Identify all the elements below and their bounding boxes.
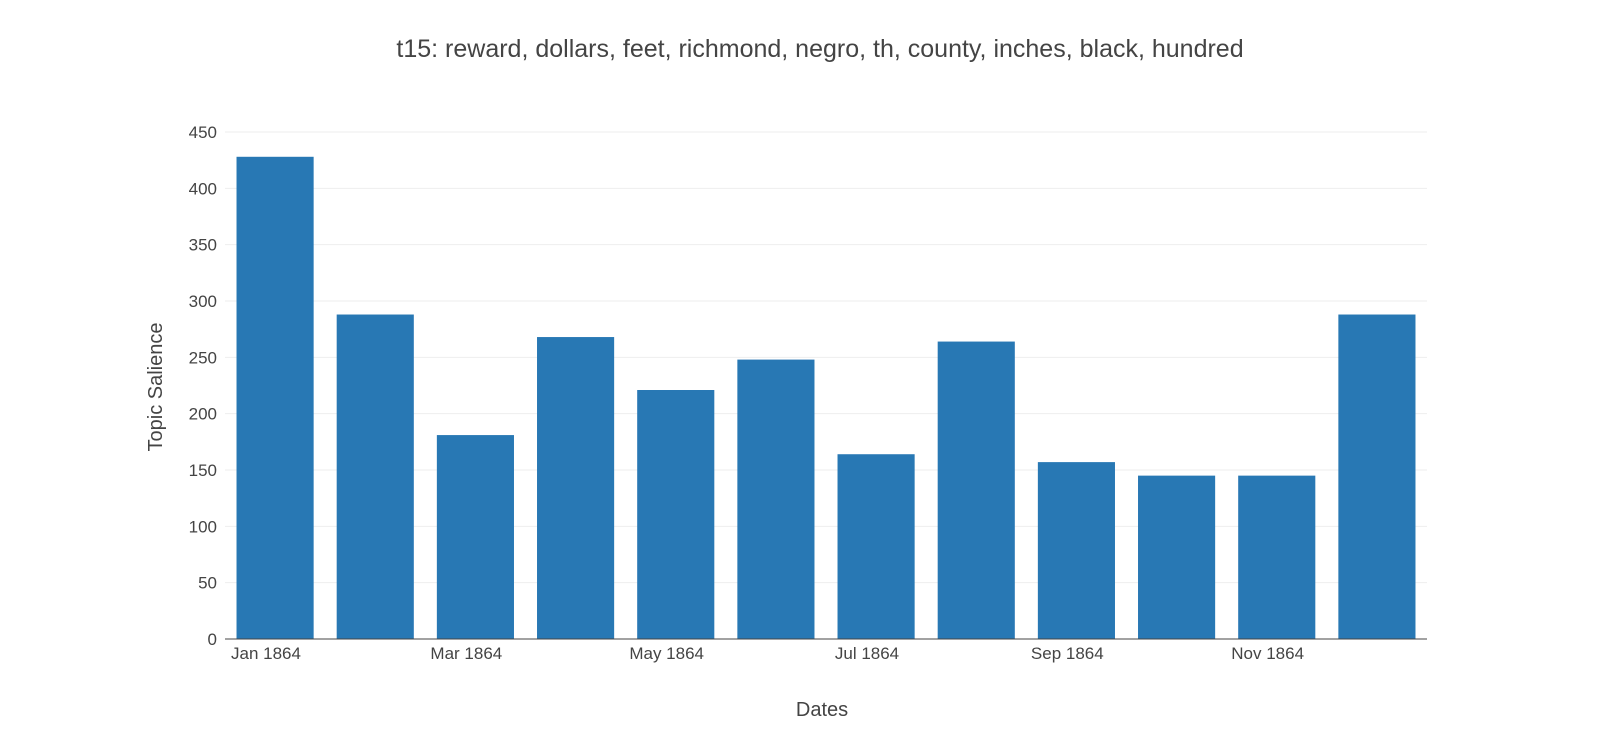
x-tick-label: Jan 1864 bbox=[231, 644, 301, 663]
x-tick-label: Nov 1864 bbox=[1231, 644, 1304, 663]
x-tick-label: May 1864 bbox=[629, 644, 704, 663]
bar-1864-10[interactable] bbox=[1138, 475, 1216, 639]
bar-1864-01[interactable] bbox=[236, 156, 314, 639]
bar-1864-04[interactable] bbox=[537, 337, 615, 639]
y-tick-label: 50 bbox=[198, 574, 217, 593]
y-axis-ticks: 0 50 100 150 200 250 300 350 400 450 bbox=[189, 123, 217, 649]
bar-1864-12[interactable] bbox=[1338, 314, 1416, 639]
bar-1864-02[interactable] bbox=[336, 314, 414, 639]
y-tick-label: 150 bbox=[189, 461, 217, 480]
x-tick-label: Jul 1864 bbox=[835, 644, 899, 663]
y-tick-label: 300 bbox=[189, 292, 217, 311]
bar-1864-08[interactable] bbox=[937, 341, 1015, 639]
y-axis-label: Topic Salience bbox=[145, 323, 167, 452]
bar-1864-07[interactable] bbox=[837, 454, 915, 639]
x-axis-ticks: Jan 1864 Mar 1864 May 1864 Jul 1864 Sep 1864… bbox=[231, 644, 1304, 663]
bar-1864-05[interactable] bbox=[637, 390, 715, 639]
y-tick-label: 0 bbox=[208, 630, 217, 649]
y-tick-label: 350 bbox=[189, 236, 217, 255]
x-tick-label: Sep 1864 bbox=[1031, 644, 1104, 663]
y-tick-label: 100 bbox=[189, 517, 217, 536]
y-tick-label: 400 bbox=[189, 179, 217, 198]
y-gridlines bbox=[225, 131, 1427, 584]
y-tick-label: 200 bbox=[189, 405, 217, 424]
y-tick-label: 450 bbox=[189, 123, 217, 142]
bar-1864-09[interactable] bbox=[1037, 462, 1115, 639]
bar-1864-06[interactable] bbox=[737, 359, 815, 639]
chart-title: t15: reward, dollars, feet, richmond, ne… bbox=[396, 35, 1243, 63]
x-axis-label: Dates bbox=[796, 699, 848, 721]
y-tick-label: 250 bbox=[189, 348, 217, 367]
x-tick-label: Mar 1864 bbox=[430, 644, 502, 663]
bar-1864-03[interactable] bbox=[436, 435, 514, 639]
bar-1864-11[interactable] bbox=[1238, 475, 1316, 639]
bars bbox=[236, 156, 1416, 639]
